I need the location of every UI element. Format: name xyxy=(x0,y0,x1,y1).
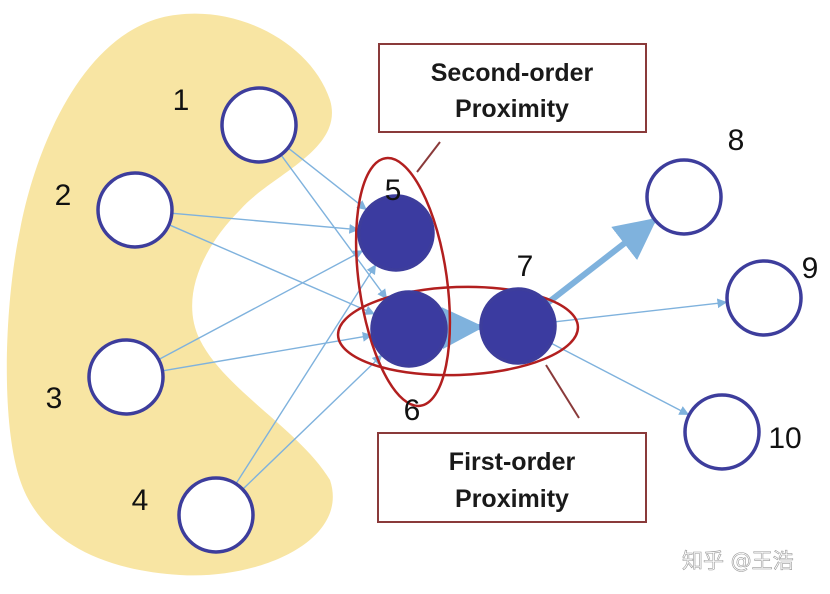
node-6 xyxy=(370,290,448,368)
node-8 xyxy=(645,158,723,236)
second-order-label-line1: Second-order xyxy=(431,59,594,87)
edge-3-5 xyxy=(156,250,364,362)
node-4 xyxy=(177,476,255,554)
second-order-box xyxy=(378,43,647,133)
first-order-label-line2: Proximity xyxy=(455,485,569,513)
watermark-text: 知乎 @王浩 xyxy=(682,549,794,573)
node-7 xyxy=(479,287,557,365)
node-label-2: 2 xyxy=(55,179,72,212)
node-label-9: 9 xyxy=(802,252,819,285)
first-order-box xyxy=(377,432,647,523)
node-label-10: 10 xyxy=(768,422,801,455)
first-order-pointer xyxy=(545,364,580,419)
edge-2-5 xyxy=(169,212,360,234)
node-1 xyxy=(220,86,298,164)
node-3 xyxy=(87,338,165,416)
first-order-label-line1: First-order xyxy=(449,448,576,476)
node-label-3: 3 xyxy=(46,382,63,415)
second-order-pointer xyxy=(416,141,441,173)
nodes-layer: 1 2 3 4 5 6 7 8 9 10 xyxy=(46,84,819,554)
edges-layer xyxy=(156,146,728,492)
node-label-6: 6 xyxy=(404,394,421,427)
second-order-label-line2: Proximity xyxy=(455,95,569,123)
edge-7-10 xyxy=(548,341,690,416)
node-label-8: 8 xyxy=(728,124,745,157)
second-order-callout: Second-order Proximity xyxy=(378,43,647,173)
node-label-7: 7 xyxy=(517,250,534,283)
node-label-5: 5 xyxy=(385,174,402,207)
highlight-layer xyxy=(336,156,580,408)
first-order-highlight xyxy=(336,285,580,377)
edge-4-6 xyxy=(240,354,383,492)
second-order-highlight xyxy=(354,156,452,408)
node-9 xyxy=(725,259,803,337)
edge-3-6 xyxy=(160,331,373,372)
node-label-4: 4 xyxy=(132,484,149,517)
first-order-callout: First-order Proximity xyxy=(377,364,647,523)
node-10 xyxy=(683,393,761,471)
edge-7-8 xyxy=(543,217,658,307)
edge-1-5 xyxy=(286,146,367,211)
edge-7-9 xyxy=(552,298,728,323)
edge-4-5 xyxy=(234,264,377,486)
node-5 xyxy=(357,194,435,272)
node-label-1: 1 xyxy=(173,84,190,117)
edge-2-6 xyxy=(166,223,376,315)
node-2 xyxy=(96,171,174,249)
